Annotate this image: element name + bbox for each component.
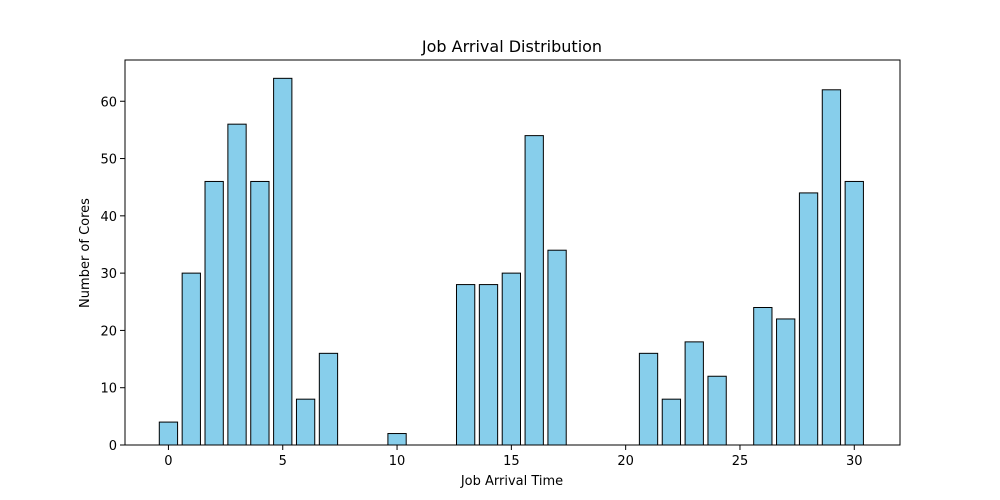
plot-frame bbox=[124, 59, 901, 446]
x-tick-label: 30 bbox=[846, 454, 863, 469]
bar-29 bbox=[821, 89, 842, 446]
y-tick-label: 20 bbox=[100, 324, 117, 339]
x-tick-label: 20 bbox=[617, 454, 634, 469]
y-tick-label: 10 bbox=[100, 382, 117, 397]
x-axis-label: Job Arrival Time bbox=[460, 474, 563, 489]
bar-16 bbox=[524, 135, 544, 446]
y-tick-label: 40 bbox=[100, 210, 117, 225]
bar-27 bbox=[776, 318, 796, 446]
y-tick-label: 60 bbox=[100, 95, 117, 110]
x-tick-label: 15 bbox=[503, 454, 520, 469]
y-axis: 0 10 20 30 40 50 60 bbox=[100, 95, 125, 454]
bar-15 bbox=[501, 272, 522, 446]
bar-0 bbox=[158, 421, 179, 446]
x-tick-label: 25 bbox=[732, 454, 749, 469]
x-tick-label: 0 bbox=[164, 454, 172, 469]
x-axis: 0 5 10 15 20 25 30 bbox=[164, 445, 863, 469]
bar-7 bbox=[318, 352, 339, 446]
bar-5 bbox=[273, 77, 293, 446]
y-tick-label: 0 bbox=[109, 439, 117, 454]
bar-23 bbox=[684, 341, 704, 446]
bar-17 bbox=[547, 249, 567, 446]
bar-14 bbox=[478, 284, 499, 446]
y-axis-label: Number of Cores bbox=[78, 198, 93, 308]
bar-13 bbox=[455, 284, 476, 446]
bar-24 bbox=[707, 375, 727, 446]
chart-title: Job Arrival Distribution bbox=[421, 37, 602, 56]
bar-2 bbox=[204, 180, 224, 446]
y-tick-label: 50 bbox=[100, 153, 117, 168]
bar-28 bbox=[798, 192, 819, 446]
bars-group bbox=[158, 77, 864, 446]
bar-10 bbox=[387, 433, 407, 446]
bar-26 bbox=[753, 307, 773, 446]
bar-3 bbox=[227, 123, 247, 446]
x-tick-label: 5 bbox=[279, 454, 287, 469]
y-tick-label: 30 bbox=[100, 267, 117, 282]
x-tick-label: 10 bbox=[389, 454, 406, 469]
bar-30 bbox=[844, 180, 864, 446]
bar-4 bbox=[250, 180, 270, 446]
bar-1 bbox=[181, 272, 201, 446]
bar-21 bbox=[638, 352, 659, 446]
bar-22 bbox=[661, 398, 682, 446]
bar-6 bbox=[295, 398, 316, 446]
